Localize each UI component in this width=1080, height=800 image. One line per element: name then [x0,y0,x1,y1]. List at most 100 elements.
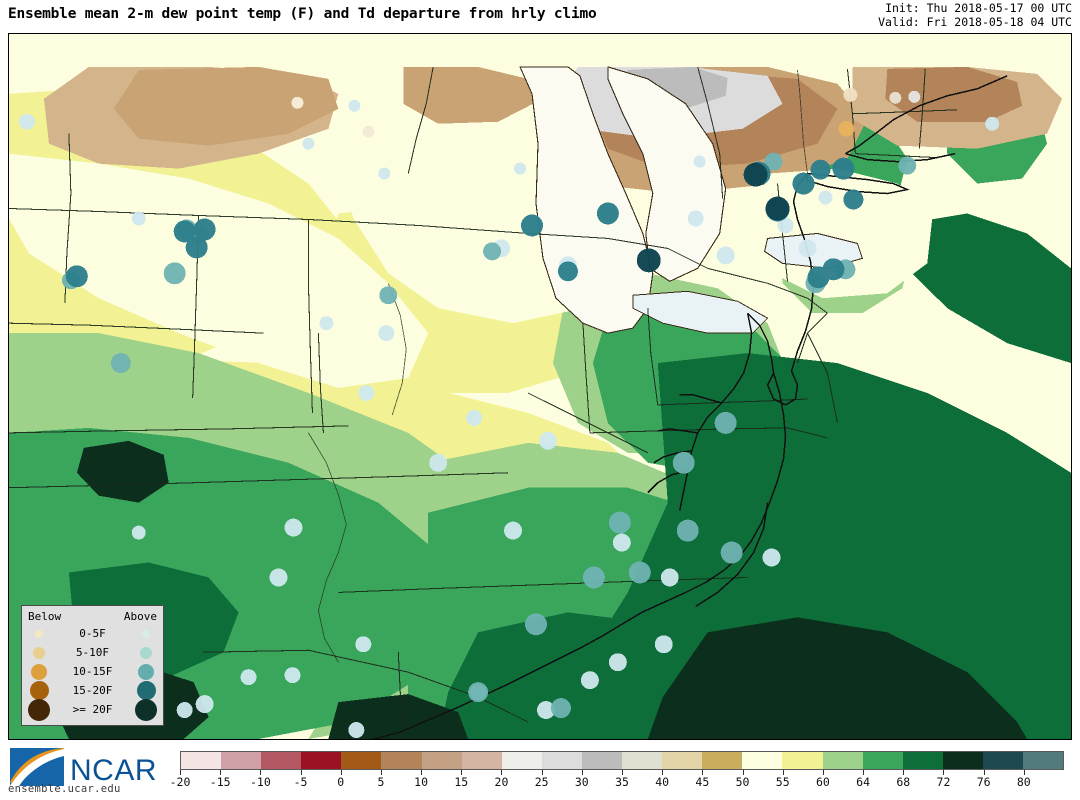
legend-rows: 0-5F 5-10F 10-15F 15-20F >= 20F [28,624,157,721]
colorbar-tick-label: 55 [775,775,790,789]
header-bar: Ensemble mean 2-m dew point temp (F) and… [0,0,1080,32]
legend-row: >= 20F [28,698,157,721]
colorbar-tick-label: -20 [169,775,191,789]
colorbar-tick-label: -5 [293,775,308,789]
ncar-wordmark: NCAR [70,754,157,787]
footer-bar: NCAR ensemble.ucar.edu -20 -15 -10 -5 0 5 10 15… [0,740,1080,800]
run-time-block: Init: Thu 2018-05-17 00 UTC Valid: Fri 2… [878,1,1072,29]
colorbar-bin [982,752,1023,769]
map-panel[interactable]: Below Above 0-5F 5-10F 10-15F 15-20F >= 20F [8,33,1072,740]
legend-row: 15-20F [28,681,157,700]
colorbar-tick-label: 45 [695,775,710,789]
legend-below-swatch [28,698,50,721]
legend-row: 5-10F [28,643,157,662]
colorbar-tick [501,770,503,775]
colorbar-tick [702,770,704,775]
colorbar-bin [381,752,422,769]
colorbar-tick-label: -10 [249,775,271,789]
colorbar-tick [742,770,744,775]
legend-range-label: 15-20F [72,684,113,697]
colorbar-bin [862,752,903,769]
colorbar-bin [622,752,663,769]
legend-below-swatch [35,629,43,638]
colorbar-tick-label: -15 [209,775,231,789]
colorbar-bin [461,752,502,769]
colorbar-bin [822,752,863,769]
legend-below-header: Below [28,610,62,623]
colorbar-tick-label: 40 [655,775,670,789]
colorbar-tick-axis: -20 -15 -10 -5 0 5 10 15 20 25 30 35 40 45 50 55 60 64 68 7… [170,770,1064,794]
colorbar-bin [942,752,983,769]
colorbar-bin [702,752,743,769]
colorbar-tick [622,770,623,775]
ncar-url-text: ensemble.ucar.edu [8,783,121,795]
departure-observation-dots [18,87,1000,739]
colorbar-tick [903,770,905,775]
colorbar-tick [983,770,985,775]
legend-below-swatch [31,663,47,680]
colorbar-container: -20 -15 -10 -5 0 5 10 15 20 25 30 35 40 45 50 55 60 64 68 7… [170,751,1064,794]
colorbar-tick [581,770,583,775]
colorbar-tick-label: 76 [976,775,991,789]
colorbar-tick [1023,770,1025,775]
legend-header-row: Below Above [28,610,157,623]
legend-range-label: 5-10F [75,646,110,659]
colorbar-tick-label: 60 [815,775,830,789]
legend-above-swatch [138,663,154,680]
colorbar-tick-label: 80 [1016,775,1031,789]
colorbar-bin [662,752,703,769]
colorbar-tick [541,770,543,775]
colorbar-tick-label: 5 [377,775,385,789]
valid-time: Valid: Fri 2018-05-18 04 UTC [878,14,1072,29]
colorbar-tick-label: 25 [534,775,549,789]
colorbar-tick-label: 30 [574,775,589,789]
dewpoint-contour-map [9,34,1071,739]
colorbar-bin [301,752,342,769]
colorbar-tick [421,770,423,775]
colorbar-tick [180,770,181,775]
page-title: Ensemble mean 2-m dew point temp (F) and… [8,6,597,22]
colorbar-tick [260,770,262,775]
legend-row: 10-15F [28,662,157,681]
colorbar-tick [220,770,222,775]
legend-range-label: >= 20F [72,703,113,716]
colorbar-tick [822,770,824,775]
colorbar-tick [662,770,664,775]
colorbar-bin [501,752,542,769]
colorbar-bin [181,752,222,769]
colorbar-tick [300,770,302,775]
temperature-colorbar [180,751,1064,770]
colorbar-tick [943,770,945,775]
legend-above-swatch [136,681,156,700]
ncar-logo: NCAR [10,748,157,787]
legend-range-label: 10-15F [72,665,113,678]
colorbar-bin [221,752,262,769]
departure-legend: Below Above 0-5F 5-10F 10-15F 15-20F >= 20F [21,605,164,726]
legend-row: 0-5F [28,624,157,643]
colorbar-tick-label: 50 [735,775,750,789]
colorbar-tick [782,770,784,775]
legend-above-header: Above [123,610,157,623]
colorbar-tick-label: 68 [896,775,911,789]
colorbar-bin [581,752,623,769]
init-time: Init: Thu 2018-05-17 00 UTC [885,1,1072,15]
colorbar-bin [541,752,582,769]
legend-range-label: 0-5F [79,627,106,640]
colorbar-tick [863,770,865,775]
colorbar-tick [461,770,463,775]
colorbar-bin [421,752,462,769]
colorbar-tick-label: 10 [414,775,429,789]
colorbar-tick-label: 72 [936,775,951,789]
colorbar-tick [380,770,382,775]
colorbar-tick-label: 64 [856,775,871,789]
legend-above-swatch [142,629,150,638]
colorbar-tick-label: 0 [337,775,345,789]
colorbar-tick-label: 35 [615,775,629,789]
colorbar-tick-label: 20 [494,775,509,789]
legend-above-swatch [140,646,152,659]
colorbar-tick [340,770,342,775]
colorbar-bin [341,752,382,769]
colorbar-bin [1022,752,1064,769]
legend-below-swatch [33,646,45,659]
legend-above-swatch [135,698,157,721]
